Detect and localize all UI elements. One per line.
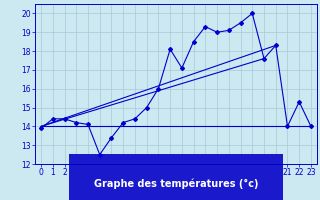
X-axis label: Graphe des températures (°c): Graphe des températures (°c) [94,179,258,189]
